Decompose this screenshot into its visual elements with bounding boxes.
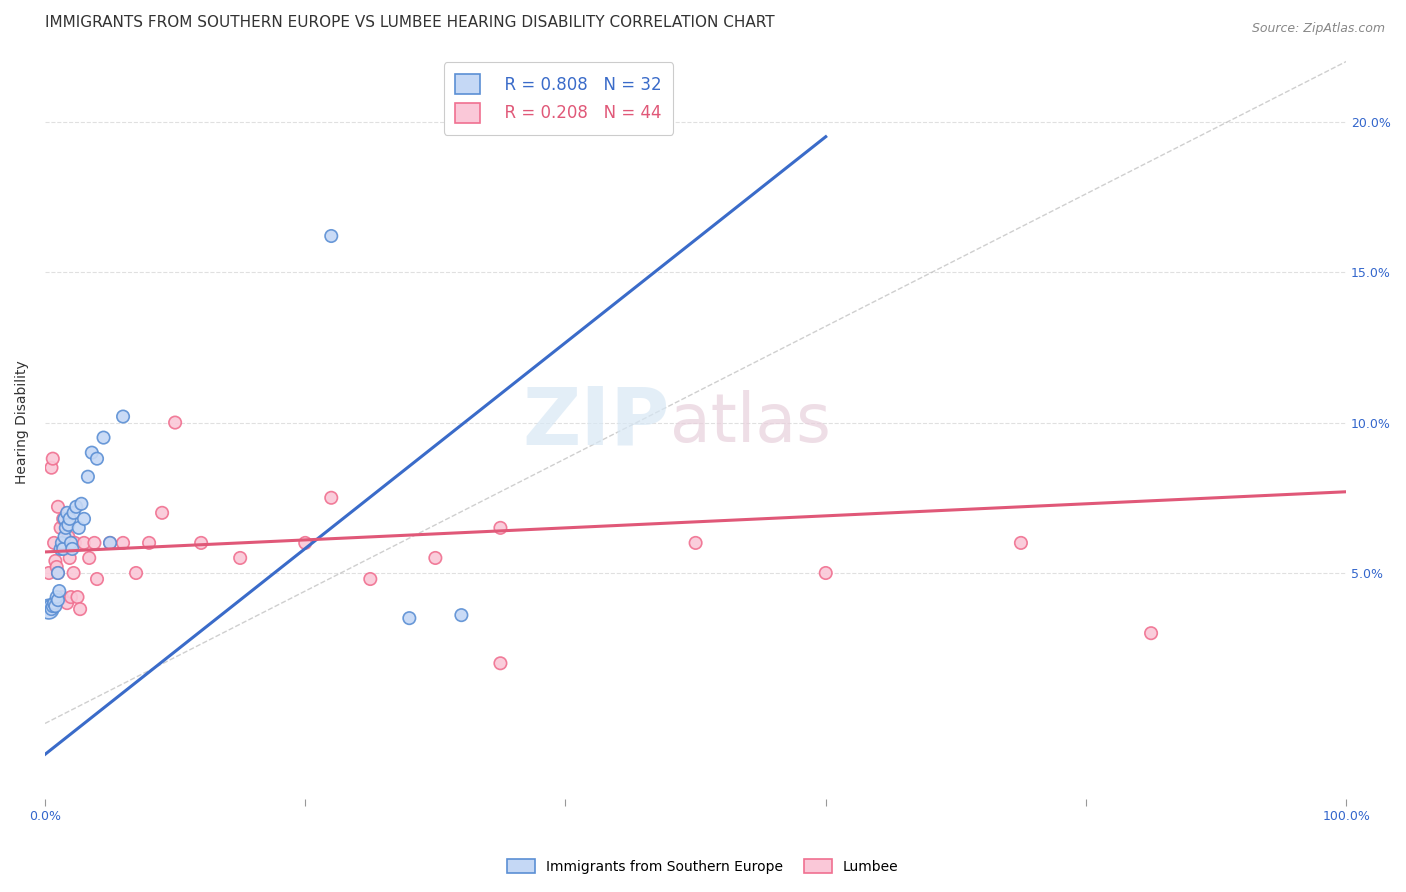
Text: ZIP: ZIP	[523, 384, 669, 461]
Point	[39, 599, 62, 613]
Point	[67, 521, 90, 535]
Point	[98, 536, 121, 550]
Point	[165, 416, 187, 430]
Point	[52, 512, 75, 526]
Point	[73, 536, 96, 550]
Point	[55, 541, 77, 556]
Point	[321, 229, 343, 244]
Point	[49, 521, 72, 535]
Point	[1140, 626, 1163, 640]
Point	[60, 541, 83, 556]
Point	[48, 584, 70, 599]
Point	[55, 521, 77, 535]
Point	[398, 611, 420, 625]
Point	[46, 500, 69, 514]
Point	[51, 590, 73, 604]
Point	[69, 602, 91, 616]
Point	[53, 530, 76, 544]
Point	[44, 599, 66, 613]
Point	[86, 572, 108, 586]
Point	[41, 602, 63, 616]
Legend: Immigrants from Southern Europe, Lumbee: Immigrants from Southern Europe, Lumbee	[501, 852, 905, 880]
Point	[45, 560, 67, 574]
Point	[38, 602, 60, 616]
Text: IMMIGRANTS FROM SOUTHERN EUROPE VS LUMBEE HEARING DISABILITY CORRELATION CHART: IMMIGRANTS FROM SOUTHERN EUROPE VS LUMBE…	[45, 15, 775, 30]
Point	[190, 536, 212, 550]
Point	[63, 536, 86, 550]
Point	[685, 536, 707, 550]
Legend:   R = 0.808   N = 32,   R = 0.208   N = 44: R = 0.808 N = 32, R = 0.208 N = 44	[444, 62, 673, 135]
Point	[46, 566, 69, 580]
Point	[489, 657, 512, 671]
Point	[62, 506, 84, 520]
Point	[814, 566, 837, 580]
Point	[98, 536, 121, 550]
Point	[229, 551, 252, 566]
Point	[65, 500, 87, 514]
Point	[93, 431, 115, 445]
Point	[56, 596, 79, 610]
Point	[59, 512, 82, 526]
Point	[73, 512, 96, 526]
Point	[294, 536, 316, 550]
Point	[66, 590, 89, 604]
Point	[46, 566, 69, 580]
Point	[62, 566, 84, 580]
Point	[77, 551, 100, 566]
Point	[58, 517, 80, 532]
Point	[58, 530, 80, 544]
Point	[150, 506, 173, 520]
Point	[77, 469, 100, 483]
Point	[86, 451, 108, 466]
Point	[359, 572, 381, 586]
Point	[45, 590, 67, 604]
Point	[83, 536, 105, 550]
Point	[42, 599, 65, 613]
Point	[41, 460, 63, 475]
Point	[44, 554, 66, 568]
Text: Source: ZipAtlas.com: Source: ZipAtlas.com	[1251, 22, 1385, 36]
Point	[1010, 536, 1032, 550]
Point	[321, 491, 343, 505]
Point	[42, 536, 65, 550]
Point	[42, 451, 65, 466]
Point	[59, 551, 82, 566]
Point	[425, 551, 447, 566]
Point	[53, 536, 76, 550]
Point	[59, 590, 82, 604]
Point	[51, 536, 73, 550]
Point	[450, 608, 472, 623]
Point	[70, 497, 93, 511]
Point	[489, 521, 512, 535]
Point	[49, 541, 72, 556]
Y-axis label: Hearing Disability: Hearing Disability	[15, 360, 30, 484]
Point	[60, 536, 83, 550]
Point	[112, 409, 135, 424]
Point	[56, 506, 79, 520]
Text: atlas: atlas	[669, 390, 831, 456]
Point	[125, 566, 148, 580]
Point	[52, 541, 75, 556]
Point	[38, 566, 60, 580]
Point	[138, 536, 160, 550]
Point	[46, 593, 69, 607]
Point	[59, 536, 82, 550]
Point	[112, 536, 135, 550]
Point	[80, 445, 103, 459]
Point	[42, 596, 65, 610]
Point	[53, 512, 76, 526]
